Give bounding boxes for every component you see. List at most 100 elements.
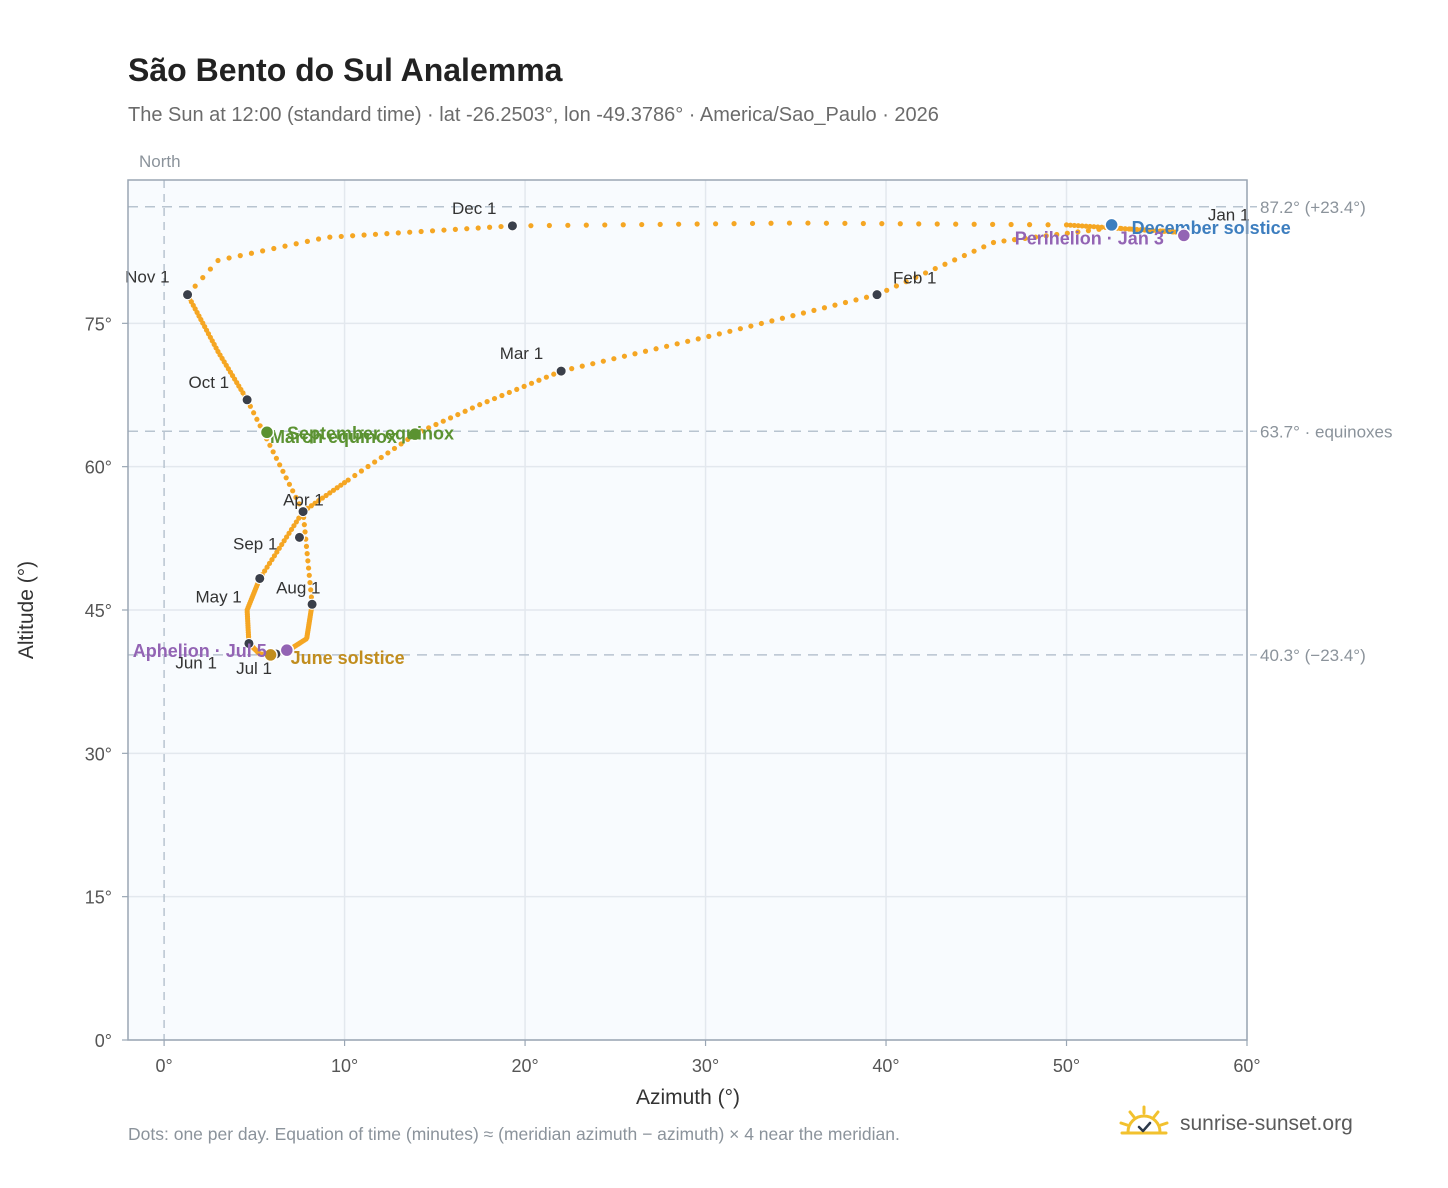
analemma-day-dot bbox=[779, 315, 786, 321]
analemma-day-dot bbox=[952, 257, 958, 263]
analemma-day-dot bbox=[277, 462, 283, 468]
analemma-day-dot bbox=[842, 220, 848, 226]
analemma-day-dot bbox=[262, 568, 268, 574]
analemma-day-dot bbox=[769, 318, 775, 324]
y-tick-label: 0° bbox=[95, 1031, 112, 1051]
analemma-day-dot bbox=[248, 250, 255, 256]
analemma-day-dot bbox=[706, 333, 712, 339]
analemma-day-dot bbox=[315, 236, 322, 242]
month-marker-label: Jan 1 bbox=[1208, 206, 1250, 225]
analemma-day-dot bbox=[279, 541, 285, 548]
analemma-day-dot bbox=[1153, 228, 1160, 234]
analemma-day-dot bbox=[768, 220, 774, 226]
event-label: Aphelion · Jul 5 bbox=[133, 641, 267, 661]
analemma-day-dot bbox=[602, 222, 608, 228]
analemma-day-dot bbox=[694, 221, 700, 227]
analemma-day-dot bbox=[452, 226, 458, 232]
x-tick-label: 20° bbox=[511, 1056, 538, 1076]
analemma-day-dot bbox=[384, 231, 390, 237]
analemma-day-dot bbox=[1118, 225, 1124, 232]
analemma-day-dot bbox=[487, 224, 493, 230]
analemma-day-dot bbox=[455, 411, 461, 418]
analemma-day-dot bbox=[269, 557, 275, 563]
x-tick-label: 40° bbox=[872, 1056, 899, 1076]
brand[interactable]: sunrise-sunset.org bbox=[1118, 1104, 1353, 1144]
analemma-day-dot bbox=[1169, 229, 1175, 235]
month-marker-label: Oct 1 bbox=[188, 373, 229, 392]
analemma-day-dot bbox=[296, 515, 302, 521]
analemma-day-dot bbox=[685, 338, 691, 344]
analemma-day-dot bbox=[429, 228, 436, 234]
analemma-day-dot bbox=[897, 221, 903, 227]
month-marker bbox=[254, 572, 266, 584]
analemma-day-dot bbox=[308, 587, 314, 593]
analemma-day-dot bbox=[961, 252, 967, 259]
analemma-day-dot bbox=[786, 220, 793, 226]
analemma-day-dot bbox=[1138, 227, 1144, 233]
analemma-day-dot bbox=[664, 343, 670, 349]
analemma-day-dot bbox=[290, 488, 296, 494]
analemma-day-dot bbox=[590, 361, 596, 367]
analemma-day-dot bbox=[674, 341, 680, 347]
event-marker bbox=[1176, 228, 1192, 243]
analemma-day-dot bbox=[462, 408, 468, 414]
analemma-day-dot bbox=[731, 221, 737, 227]
analemma-day-dot bbox=[569, 366, 575, 372]
y-axis-label: Altitude (°) bbox=[15, 561, 38, 659]
analemma-day-dot bbox=[676, 221, 682, 227]
analemma-day-dot bbox=[546, 222, 552, 229]
analemma-day-dot bbox=[286, 530, 292, 536]
analemma-day-dot bbox=[304, 238, 310, 244]
analemma-day-dot bbox=[418, 228, 424, 235]
analemma-day-dot bbox=[407, 229, 413, 235]
reference-line-label: 63.7° · equinoxes bbox=[1260, 422, 1393, 441]
analemma-day-dot bbox=[543, 374, 549, 380]
analemma-day-dot bbox=[341, 480, 348, 486]
analemma-day-dot bbox=[395, 230, 401, 236]
axes: 0° 10° 20° 30° 40° 50° 60° 0° 15° 30° 45° 60° 75° bbox=[85, 314, 1261, 1076]
analemma-day-dot bbox=[1079, 223, 1085, 229]
analemma-day-dot bbox=[281, 538, 287, 544]
analemma-day-dot bbox=[305, 565, 312, 571]
month-markers: Jan 1 Feb 1 Mar 1 Apr 1 May 1 Jun 1 Jul 1 Aug 1… bbox=[125, 199, 1249, 678]
analemma-day-dot bbox=[1075, 229, 1081, 235]
event-label: Perihelion · Jan 3 bbox=[1015, 228, 1164, 248]
analemma-day-dot bbox=[727, 328, 733, 334]
analemma-day-dot bbox=[271, 245, 277, 252]
analemma-day-dot bbox=[270, 449, 276, 455]
month-marker bbox=[182, 289, 194, 301]
y-tick-label: 45° bbox=[85, 601, 112, 621]
analemma-day-dot bbox=[293, 241, 299, 247]
analemma-day-dot bbox=[312, 500, 318, 506]
event-marker bbox=[279, 642, 295, 658]
analemma-day-dot bbox=[447, 415, 454, 421]
event-label: March equinox bbox=[270, 427, 397, 447]
analemma-day-dot bbox=[308, 594, 314, 600]
month-marker-label: Dec 1 bbox=[452, 199, 496, 218]
analemma-day-dot bbox=[484, 399, 490, 405]
analemma-day-dot bbox=[1083, 223, 1089, 229]
analemma-day-dot bbox=[853, 297, 859, 303]
analemma-day-dot bbox=[1087, 223, 1093, 230]
analemma-day-dot bbox=[879, 221, 885, 227]
analemma-day-dot bbox=[971, 248, 977, 254]
analemma-day-dot bbox=[352, 472, 358, 479]
analemma-day-dot bbox=[330, 487, 337, 493]
analemma-day-dot bbox=[316, 498, 322, 504]
analemma-day-dot bbox=[307, 579, 313, 586]
analemma-day-dot bbox=[304, 551, 310, 557]
analemma-day-dot bbox=[266, 560, 273, 566]
plot-frame bbox=[127, 179, 1248, 1041]
analemma-day-dot bbox=[260, 248, 266, 254]
analemma-day-dot bbox=[477, 402, 483, 408]
analemma-day-dot bbox=[385, 450, 391, 456]
analemma-day-dot bbox=[1126, 226, 1132, 232]
month-marker-label: Mar 1 bbox=[500, 344, 543, 363]
analemma-day-dot bbox=[506, 389, 512, 396]
analemma-day-dot bbox=[274, 549, 280, 555]
analemma-day-dot bbox=[464, 226, 470, 232]
event-marker bbox=[1104, 217, 1119, 233]
analemma-day-dot bbox=[932, 265, 938, 272]
analemma-day-dot bbox=[378, 454, 384, 461]
